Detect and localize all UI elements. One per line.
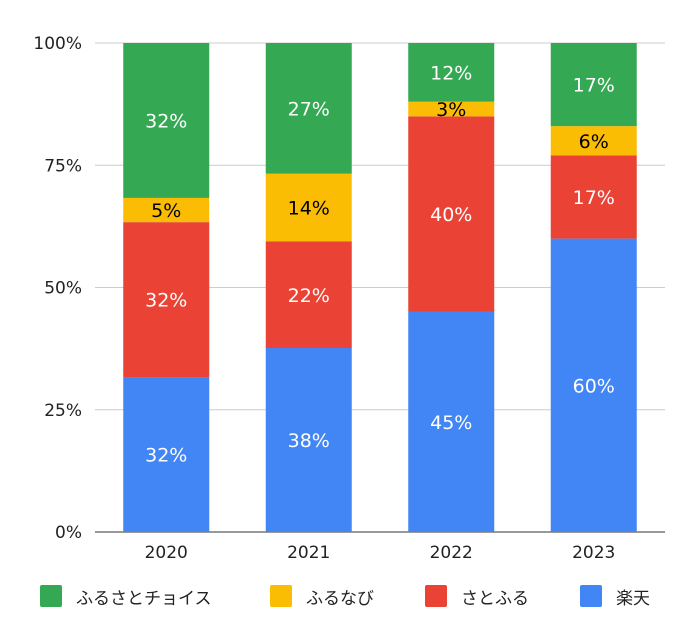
data-label: 14% <box>288 198 330 220</box>
y-axis: 0% 25% 50% 75% 100% <box>33 34 82 543</box>
bar-segment <box>408 43 495 102</box>
legend: ふるさとチョイス ふるなび さとふる 楽天 <box>0 578 695 614</box>
x-axis: 2020 2021 2022 2023 <box>145 543 616 563</box>
legend-label: ふるなび <box>306 588 374 609</box>
legend-swatch <box>580 585 602 607</box>
data-label: 60% <box>573 375 615 397</box>
bar-segment <box>550 126 637 156</box>
data-label: 6% <box>579 131 609 153</box>
bars <box>123 43 637 532</box>
data-label: 12% <box>430 62 472 84</box>
data-label: 32% <box>145 290 187 312</box>
x-tick-label: 2023 <box>572 543 615 563</box>
bar-segment <box>265 173 352 242</box>
bar-segment <box>408 101 495 117</box>
data-label: 32% <box>145 445 187 467</box>
legend-label: さとふる <box>461 588 529 609</box>
legend-item: ふるなび <box>270 578 374 614</box>
legend-swatch <box>40 585 62 607</box>
legend-item: さとふる <box>425 578 529 614</box>
legend-label: 楽天 <box>616 588 650 609</box>
bar-segment <box>123 197 210 223</box>
data-label: 17% <box>573 75 615 97</box>
y-tick-label: 75% <box>44 156 82 176</box>
y-tick-label: 25% <box>44 401 82 421</box>
data-label: 40% <box>430 204 472 226</box>
data-label: 38% <box>288 430 330 452</box>
bar-segment <box>123 222 210 378</box>
y-tick-label: 100% <box>33 34 82 54</box>
x-tick-label: 2022 <box>430 543 473 563</box>
bar-segment <box>408 311 495 532</box>
legend-item: ふるさとチョイス <box>40 578 212 614</box>
bar-segment <box>550 238 637 532</box>
y-tick-label: 50% <box>44 279 82 299</box>
data-label: 32% <box>145 110 187 132</box>
bar-segment <box>550 43 637 127</box>
legend-swatch <box>425 585 447 607</box>
data-label: 22% <box>288 285 330 307</box>
bar-segment <box>123 377 210 532</box>
y-tick-label: 0% <box>55 523 82 543</box>
legend-item: 楽天 <box>580 578 650 614</box>
bar-segment <box>550 155 637 239</box>
bar-segment <box>408 116 495 312</box>
x-tick-label: 2020 <box>145 543 188 563</box>
legend-swatch <box>270 585 292 607</box>
data-label: 17% <box>573 187 615 209</box>
bar-segment <box>265 43 352 174</box>
data-label: 5% <box>151 200 181 222</box>
bar-segment <box>265 241 352 349</box>
bar-segment <box>265 348 352 532</box>
bar-segment <box>123 43 210 198</box>
x-tick-label: 2021 <box>287 543 330 563</box>
data-label: 45% <box>430 412 472 434</box>
legend-label: ふるさとチョイス <box>76 588 212 609</box>
data-labels: 32% 32% 5% 32% 38% 22% 14% 27% 45% 40% 3% 12% 60% 17%… <box>145 62 615 466</box>
data-label: 27% <box>288 98 330 120</box>
data-label: 3% <box>436 99 466 121</box>
